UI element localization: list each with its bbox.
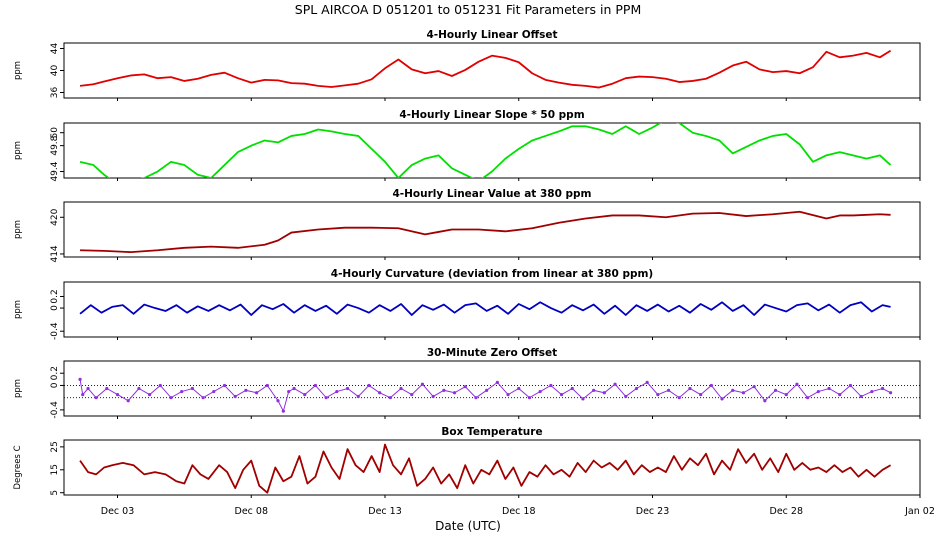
x-axis-label: Date (UTC) <box>435 519 501 533</box>
panel-4: 4-Hourly Curvature (deviation from linea… <box>13 268 921 340</box>
panel-frame <box>63 281 921 338</box>
panel-2: 4-Hourly Linear Slope * 50 ppm ppm 49.4 49.… <box>13 109 921 182</box>
panel-title: Box Temperature <box>441 426 542 438</box>
x-tick-label: Dec 18 <box>502 506 536 517</box>
y-tick-label: 0.2 <box>50 366 60 380</box>
panel-title: 4-Hourly Linear Offset <box>426 29 557 41</box>
y-tick-label: 420 <box>50 208 60 225</box>
y-axis-label: ppm <box>13 220 23 239</box>
panel-frame <box>63 42 921 99</box>
y-tick-label: 49.8 <box>50 135 60 155</box>
panel-frame <box>63 201 921 258</box>
y-axis-label: ppm <box>13 61 23 80</box>
panel-title: 4-Hourly Curvature (deviation from linea… <box>331 268 653 280</box>
panel-title: 30-Minute Zero Offset <box>427 347 557 359</box>
y-axis-label: ppm <box>13 141 23 160</box>
y-axis-label: ppm <box>13 379 23 398</box>
y-tick-label: -0.4 <box>50 322 60 340</box>
y-tick-label: 36 <box>50 87 60 99</box>
y-tick-label: 0 <box>50 382 60 388</box>
y-tick-label: 0 <box>50 305 60 311</box>
y-tick-label: 49.4 <box>50 161 60 181</box>
y-tick-label: 44 <box>50 43 60 55</box>
y-axis-label: ppm <box>13 300 23 319</box>
y-tick-label: 5 <box>50 490 60 496</box>
y-tick-label: 40 <box>50 65 60 77</box>
panel-title: 4-Hourly Linear Slope * 50 ppm <box>399 109 584 121</box>
x-tick-label: Dec 23 <box>636 506 670 517</box>
panel-frame <box>63 360 921 417</box>
panel-frame <box>63 439 921 496</box>
y-tick-label: 15 <box>50 464 60 475</box>
series-line <box>79 443 892 494</box>
y-tick-label: 414 <box>50 245 60 262</box>
series-line <box>79 301 891 316</box>
panel-6: Box Temperature Degrees C 5 15 25 <box>13 426 921 498</box>
series-line <box>80 210 891 254</box>
y-axis-label: Degrees C <box>13 445 23 489</box>
figure-title: SPL AIRCOA D 051201 to 051231 Fit Parame… <box>295 2 641 17</box>
panel-title: 4-Hourly Linear Value at 380 ppm <box>392 188 591 200</box>
panel-3: 4-Hourly Linear Value at 380 ppm ppm 414 42… <box>13 188 921 263</box>
series-line <box>79 49 892 89</box>
y-tick-label: 50 <box>50 127 60 139</box>
x-axis: Dec 03 Dec 08 Dec 13 Dec 18 Dec 23 Dec 28 Jan … <box>101 506 935 517</box>
x-tick-label: Dec 03 <box>101 506 135 517</box>
panel-1: 4-Hourly Linear Offset ppm 36 40 44 <box>13 29 921 101</box>
x-tick-label: Dec 13 <box>368 506 402 517</box>
x-tick-label: Dec 28 <box>770 506 804 517</box>
panel-5: 30-Minute Zero Offset ppm -0.4 0 0.2 <box>13 347 921 419</box>
panel-frame <box>63 122 921 179</box>
series-line <box>79 123 892 178</box>
y-tick-label: -0.4 <box>50 401 60 419</box>
y-tick-label: 0.2 <box>50 289 60 303</box>
x-tick-label: Jan 02 <box>904 506 935 517</box>
series-line <box>79 379 891 413</box>
x-tick-label: Dec 08 <box>235 506 269 517</box>
y-tick-label: 25 <box>50 441 60 452</box>
